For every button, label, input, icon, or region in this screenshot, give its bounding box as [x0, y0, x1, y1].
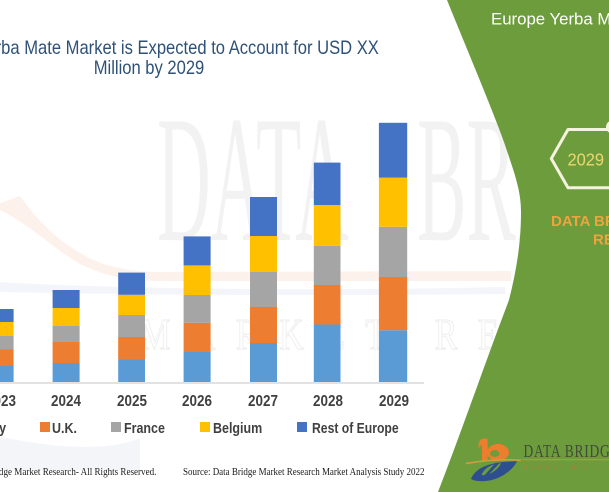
- svg-text:2029: 2029: [568, 150, 605, 170]
- svg-text:Europe Yerba Mate Market: Europe Yerba Mate Market: [491, 10, 609, 29]
- svg-text:DATA BRIDGE: DATA BRIDGE: [551, 213, 609, 230]
- svg-text:RESEARCH: RESEARCH: [593, 232, 609, 249]
- svg-text:DATA BRIDGE: DATA BRIDGE: [524, 442, 609, 461]
- svg-text:MARKET RESEARCH: MARKET RESEARCH: [523, 465, 609, 472]
